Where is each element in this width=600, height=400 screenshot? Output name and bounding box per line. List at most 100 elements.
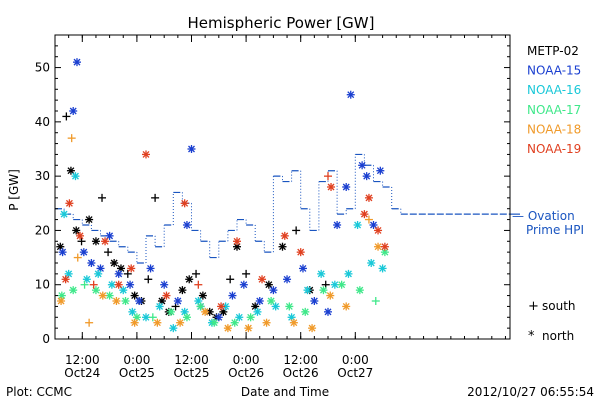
marker-stroke <box>374 226 382 234</box>
marker-stroke <box>131 319 139 327</box>
marker-stroke <box>127 264 135 272</box>
marker-stroke <box>126 281 134 289</box>
marker-stroke <box>358 161 366 169</box>
marker-stroke <box>92 286 100 294</box>
noaa-18-point <box>201 307 210 316</box>
legend-noaa-18: NOAA-18 <box>527 122 581 136</box>
metp-02-point <box>98 193 107 202</box>
noaa-16-point <box>253 307 262 316</box>
metp-02-point <box>110 259 119 267</box>
legend-symbol-label-south: south <box>542 299 576 313</box>
noaa-15-point <box>283 275 292 284</box>
x-tick-label-time: 12:00 <box>283 353 318 367</box>
marker-stroke <box>94 270 102 278</box>
noaa-16-point <box>303 286 312 295</box>
marker-stroke <box>365 194 373 202</box>
noaa-15-point <box>362 172 371 181</box>
noaa-17-point <box>230 318 239 327</box>
y-tick-label: 30 <box>35 169 50 183</box>
chart-title: Hemispheric Power [GW] <box>188 14 375 32</box>
metp-02-point <box>85 215 94 224</box>
marker-stroke <box>188 145 195 153</box>
marker-stroke <box>194 297 202 305</box>
marker-stroke <box>112 297 120 305</box>
noaa-18-point <box>130 318 139 327</box>
marker-stroke <box>285 302 293 310</box>
noaa-18-point <box>326 291 335 300</box>
noaa-15-point <box>342 183 351 191</box>
noaa-19-point <box>296 248 305 257</box>
noaa-15-point <box>146 264 155 273</box>
noaa-18-point <box>374 242 383 251</box>
noaa-17-point <box>148 313 157 322</box>
marker-stroke <box>267 297 275 305</box>
marker-stroke <box>319 286 327 294</box>
marker-stroke <box>265 281 273 289</box>
marker-stroke <box>360 210 368 218</box>
noaa-18-point <box>176 318 185 327</box>
metp-02-point <box>178 286 187 295</box>
x-tick-label-time: 0:00 <box>342 353 369 367</box>
noaa-15-point <box>376 166 385 175</box>
noaa-16-point <box>378 264 387 273</box>
marker-stroke <box>167 308 175 316</box>
noaa-17-point <box>355 286 364 295</box>
marker-stroke <box>356 286 364 294</box>
marker-stroke <box>258 275 266 283</box>
legend-noaa-19: NOAA-19 <box>527 142 581 156</box>
noaa-19-point <box>162 291 171 300</box>
noaa-17-point <box>167 307 176 316</box>
x-tick-label-time: 0:00 <box>233 353 260 367</box>
noaa-18-point <box>364 215 373 224</box>
marker-stroke <box>317 270 325 278</box>
noaa-19-point <box>380 242 389 251</box>
marker-stroke <box>106 292 114 300</box>
marker-stroke <box>338 281 346 289</box>
marker-stroke <box>85 216 93 224</box>
noaa-17-point <box>121 297 130 305</box>
metp-02-point <box>192 269 201 278</box>
marker-stroke <box>108 281 116 289</box>
noaa-17-point <box>319 286 328 295</box>
marker-stroke <box>72 172 79 180</box>
footer-plot-credit: Plot: CCMC <box>6 385 72 399</box>
noaa-19-point <box>364 193 373 202</box>
marker-stroke <box>231 319 239 327</box>
marker-stroke <box>345 270 352 278</box>
data-points-layer <box>56 58 389 333</box>
noaa-17-point <box>182 313 191 322</box>
marker-stroke <box>174 297 182 305</box>
marker-stroke <box>169 324 177 332</box>
noaa-18-point <box>289 318 298 327</box>
metp-02-point <box>77 237 86 246</box>
marker-stroke <box>183 313 191 321</box>
marker-stroke <box>331 281 339 289</box>
x-tick-label-date: Oct25 <box>119 366 155 380</box>
x-axis: 12:00Oct240:00Oct2512:00Oct250:00Oct2612… <box>54 35 506 380</box>
noaa-15-point <box>239 280 248 289</box>
marker-stroke <box>163 292 170 300</box>
noaa-15-point <box>298 264 307 273</box>
noaa-19-point <box>101 237 110 246</box>
noaa-15-point <box>173 297 182 305</box>
y-tick-label: 0 <box>42 332 50 346</box>
marker-stroke <box>228 292 236 300</box>
metp-02-point <box>104 248 113 257</box>
noaa-15-point <box>269 286 278 295</box>
ovation-label-line1: — Ovation <box>512 209 575 223</box>
noaa-19-point <box>61 275 70 284</box>
metp-02-point <box>144 275 153 284</box>
marker-stroke <box>76 232 84 240</box>
marker-stroke <box>281 232 289 240</box>
marker-stroke <box>176 319 184 327</box>
noaa-18-point <box>73 253 82 262</box>
marker-stroke <box>147 264 155 272</box>
ovation-hpi-layer <box>55 153 520 264</box>
metp-02-point <box>91 237 100 246</box>
marker-stroke <box>233 237 241 245</box>
noaa-18-point <box>308 324 317 333</box>
marker-stroke <box>119 286 127 294</box>
noaa-17-point <box>371 297 380 305</box>
noaa-18-point <box>153 318 162 327</box>
marker-stroke <box>347 91 355 99</box>
